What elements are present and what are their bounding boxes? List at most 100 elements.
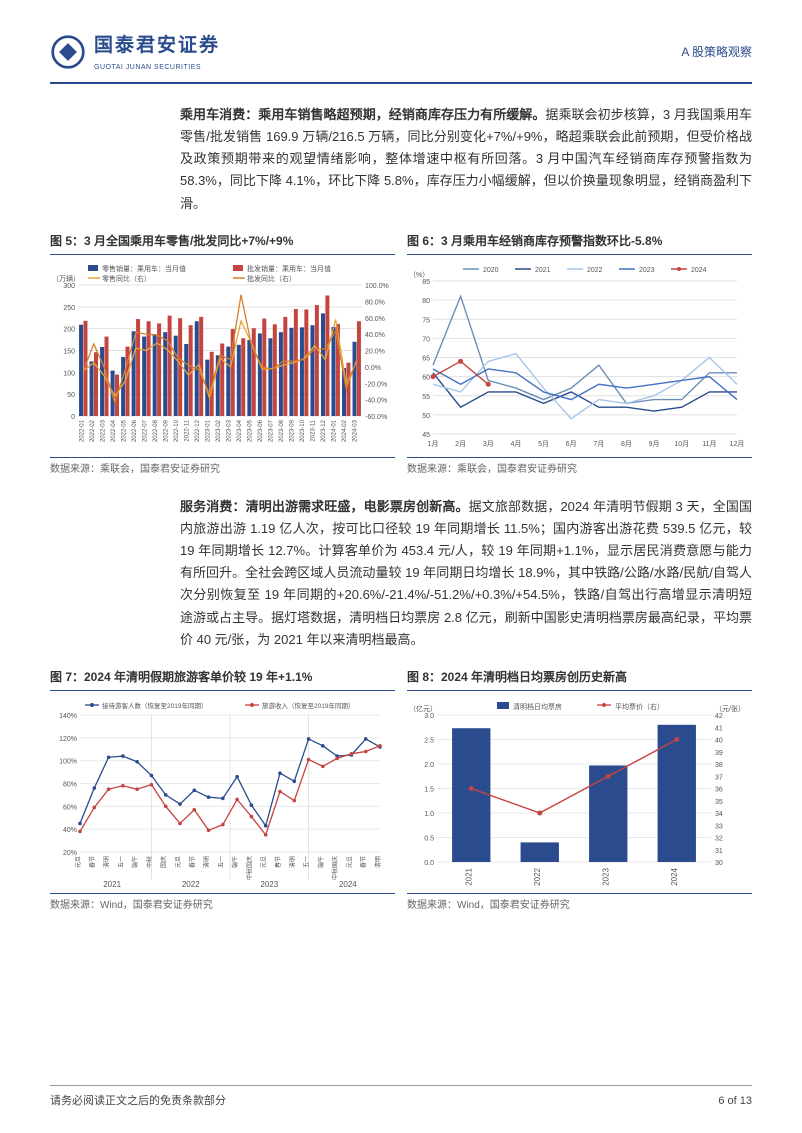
svg-text:2023-01: 2023-01	[205, 419, 211, 442]
svg-text:200: 200	[63, 327, 75, 334]
svg-text:2023-03: 2023-03	[227, 419, 233, 442]
svg-text:10月: 10月	[674, 440, 689, 448]
svg-text:2022: 2022	[533, 868, 542, 886]
svg-text:11月: 11月	[702, 440, 716, 448]
svg-text:清明: 清明	[203, 856, 211, 868]
svg-text:2022-09: 2022-09	[163, 419, 169, 442]
svg-text:清明: 清明	[374, 856, 382, 868]
fig7-chart: 接待游客人数（恢复至2019年同期）旅游收入（恢复至2019年同期）20%40%…	[50, 695, 395, 890]
svg-text:0.0%: 0.0%	[365, 365, 381, 372]
svg-text:80%: 80%	[63, 782, 77, 789]
svg-text:2024: 2024	[339, 880, 357, 889]
paragraph-service: 服务消费：清明出游需求旺盛，电影票房创新高。据文旅部数据，2024 年清明节假期…	[180, 496, 752, 651]
svg-text:中秋: 中秋	[145, 856, 153, 868]
svg-text:42: 42	[715, 713, 723, 720]
svg-text:元旦: 元旦	[261, 856, 268, 868]
svg-text:2022-01: 2022-01	[79, 419, 85, 442]
page-number: 6 of 13	[718, 1092, 752, 1111]
svg-text:清明: 清明	[103, 856, 111, 868]
svg-text:7月: 7月	[593, 440, 604, 448]
svg-text:2023-09: 2023-09	[290, 419, 296, 442]
svg-text:端午: 端午	[131, 856, 139, 868]
svg-text:0.5: 0.5	[424, 836, 434, 843]
svg-text:2023-06: 2023-06	[258, 419, 264, 442]
svg-text:80.0%: 80.0%	[365, 299, 385, 306]
svg-text:2022-08: 2022-08	[153, 419, 159, 442]
svg-text:清明档日均票房: 清明档日均票房	[513, 702, 562, 711]
fig5-title: 图 5：3 月全国乘用车零售/批发同比+7%/+9%	[50, 231, 395, 255]
fig8-chart: （亿元）（元/张）清明档日均票房平均票价（右）0.00.51.01.52.02.…	[407, 695, 752, 890]
svg-text:-40.0%: -40.0%	[365, 398, 387, 405]
fig6-title: 图 6：3 月乘用车经销商库存预警指数环比-5.8%	[407, 231, 752, 255]
fig6-source: 数据来源：乘联会，国泰君安证券研究	[407, 457, 752, 478]
svg-text:五一: 五一	[304, 856, 311, 868]
svg-text:2023-07: 2023-07	[269, 419, 275, 442]
svg-text:批发同比（右）: 批发同比（右）	[247, 274, 296, 283]
svg-text:2023: 2023	[601, 868, 610, 886]
svg-text:37: 37	[715, 774, 723, 781]
footer: 请务必阅读正文之后的免责条款部分 6 of 13	[50, 1085, 752, 1111]
svg-text:1.5: 1.5	[424, 787, 434, 794]
svg-text:接待游客人数（恢复至2019年同期）: 接待游客人数（恢复至2019年同期）	[102, 701, 207, 710]
svg-text:60.0%: 60.0%	[365, 316, 385, 323]
fig6-chart: （%）2020202120222023202445505560657075808…	[407, 259, 752, 454]
svg-text:2.5: 2.5	[424, 738, 434, 745]
svg-text:35: 35	[715, 799, 723, 806]
svg-text:中秋国庆: 中秋国庆	[331, 856, 339, 880]
logo-icon	[50, 34, 86, 70]
svg-text:2024: 2024	[691, 267, 707, 274]
svg-text:2020: 2020	[483, 267, 499, 274]
fig8-title: 图 8：2024 年清明档日均票房创历史新高	[407, 667, 752, 691]
svg-text:250: 250	[63, 305, 75, 312]
svg-text:30: 30	[715, 860, 723, 867]
svg-text:-60.0%: -60.0%	[365, 414, 387, 421]
svg-text:85: 85	[422, 279, 430, 286]
svg-text:批发销量：乘用车：当月值: 批发销量：乘用车：当月值	[247, 264, 331, 273]
svg-text:2023-10: 2023-10	[300, 419, 306, 442]
svg-text:40: 40	[715, 738, 723, 745]
svg-text:8月: 8月	[621, 440, 632, 448]
logo-en: GUOTAI JUNAN SECURITIES	[94, 62, 220, 74]
svg-text:五一: 五一	[218, 856, 225, 868]
logo-cn: 国泰君安证券	[94, 30, 220, 62]
svg-text:2023: 2023	[639, 267, 655, 274]
svg-text:2022-06: 2022-06	[132, 419, 138, 442]
chart-row-2: 图 7：2024 年清明假期旅游客单价较 19 年+1.1% 接待游客人数（恢复…	[50, 667, 752, 914]
svg-text:65: 65	[422, 356, 430, 363]
svg-text:2022-05: 2022-05	[121, 419, 127, 442]
svg-text:20%: 20%	[63, 850, 77, 857]
svg-text:2.0: 2.0	[424, 762, 434, 769]
svg-text:零售同比（右）: 零售同比（右）	[102, 274, 151, 283]
svg-text:120%: 120%	[59, 736, 77, 743]
svg-text:140%: 140%	[59, 713, 77, 720]
svg-text:2021: 2021	[103, 880, 121, 889]
svg-text:2024-01: 2024-01	[332, 419, 338, 442]
fig7-title: 图 7：2024 年清明假期旅游客单价较 19 年+1.1%	[50, 667, 395, 691]
fig5-source: 数据来源：乘联会，国泰君安证券研究	[50, 457, 395, 478]
svg-text:2022-07: 2022-07	[142, 419, 148, 442]
header-category: A 股策略观察	[681, 42, 752, 62]
svg-text:50: 50	[422, 413, 430, 420]
svg-text:2023-11: 2023-11	[311, 419, 317, 441]
svg-text:春节: 春节	[360, 856, 368, 868]
fig5-chart: 零售销量：乘用车：当月值批发销量：乘用车：当月值零售同比（右）批发同比（右）（万…	[50, 259, 395, 454]
svg-text:20.0%: 20.0%	[365, 349, 385, 356]
svg-text:元旦: 元旦	[346, 856, 353, 868]
svg-text:3月: 3月	[483, 440, 494, 448]
svg-text:0.0: 0.0	[424, 860, 434, 867]
svg-text:端午: 端午	[231, 856, 239, 868]
svg-text:2023: 2023	[260, 880, 278, 889]
svg-text:39: 39	[715, 750, 723, 757]
logo: 国泰君安证券 GUOTAI JUNAN SECURITIES	[50, 30, 220, 74]
svg-text:4月: 4月	[510, 440, 521, 448]
svg-text:100.0%: 100.0%	[365, 283, 389, 290]
svg-text:（万辆）: （万辆）	[52, 274, 80, 283]
svg-text:平均票价（右）: 平均票价（右）	[615, 702, 664, 711]
svg-text:2022-04: 2022-04	[111, 419, 117, 442]
svg-text:55: 55	[422, 394, 430, 401]
svg-text:-20.0%: -20.0%	[365, 381, 387, 388]
svg-text:2月: 2月	[455, 440, 466, 448]
svg-text:300: 300	[63, 283, 75, 290]
svg-text:60: 60	[422, 375, 430, 382]
header: 国泰君安证券 GUOTAI JUNAN SECURITIES A 股策略观察	[50, 30, 752, 84]
